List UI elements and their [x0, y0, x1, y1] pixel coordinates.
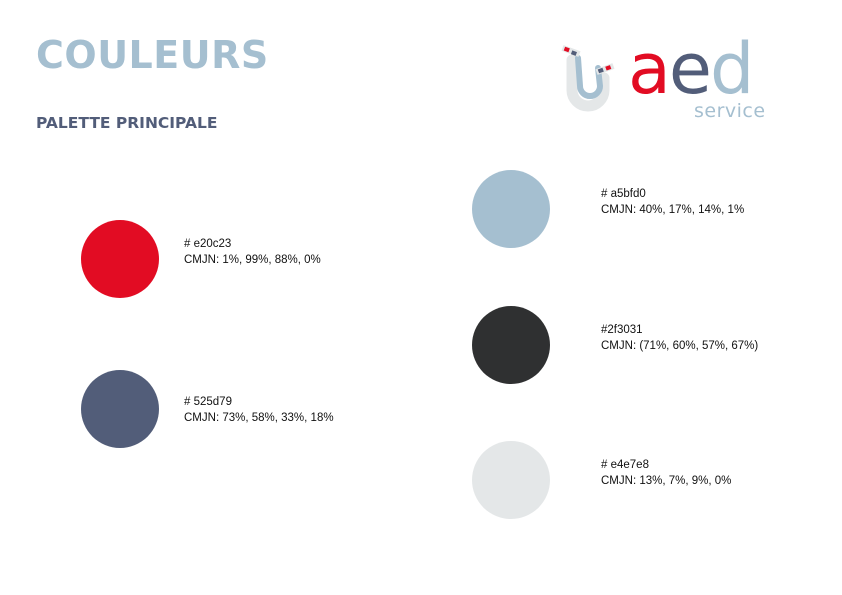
- palette-heading: PALETTE PRINCIPALE: [36, 114, 218, 132]
- color-swatch-light-blue: [472, 170, 550, 248]
- swatch-hex-label: # e4e7e8: [601, 459, 649, 471]
- swatch-info-light-grey: # e4e7e8 CMJN: 13%, 7%, 9%, 0%: [601, 457, 731, 489]
- swatch-cmyk-label: CMJN: 1%, 99%, 88%, 0%: [184, 254, 321, 266]
- logo-letter-a: a: [628, 28, 671, 110]
- swatch-hex-label: # a5bfd0: [601, 188, 646, 200]
- color-swatch-light-grey: [472, 441, 550, 519]
- logo-tagline: service: [694, 100, 766, 122]
- swatch-cmyk-label: CMJN: 13%, 7%, 9%, 0%: [601, 475, 732, 487]
- swatch-info-red: # e20c23 CMJN: 1%, 99%, 88%, 0%: [184, 236, 321, 268]
- aed-service-logo: aed service: [558, 28, 788, 130]
- color-swatch-charcoal: [472, 306, 550, 384]
- swatch-hex-label: # 525d79: [184, 396, 232, 408]
- pipe-icon: [561, 45, 615, 112]
- swatch-cmyk-label: CMJN: 73%, 58%, 33%, 18%: [184, 412, 334, 424]
- page-title: COULEURS: [36, 33, 269, 77]
- color-swatch-red: [81, 220, 159, 298]
- swatch-info-light-blue: # a5bfd0 CMJN: 40%, 17%, 14%, 1%: [601, 186, 744, 218]
- logo-wordmark: aed: [628, 28, 754, 110]
- swatch-hex-label: # e20c23: [184, 238, 232, 250]
- swatch-info-charcoal: #2f3031 CMJN: (71%, 60%, 57%, 67%): [601, 322, 758, 354]
- swatch-hex-label: #2f3031: [601, 324, 643, 336]
- swatch-info-slate-blue: # 525d79 CMJN: 73%, 58%, 33%, 18%: [184, 394, 334, 426]
- swatch-cmyk-label: CMJN: (71%, 60%, 57%, 67%): [601, 340, 759, 352]
- swatch-cmyk-label: CMJN: 40%, 17%, 14%, 1%: [601, 204, 745, 216]
- logo-letter-e: e: [668, 28, 712, 110]
- logo-letter-d: d: [709, 28, 754, 110]
- color-swatch-slate-blue: [81, 370, 159, 448]
